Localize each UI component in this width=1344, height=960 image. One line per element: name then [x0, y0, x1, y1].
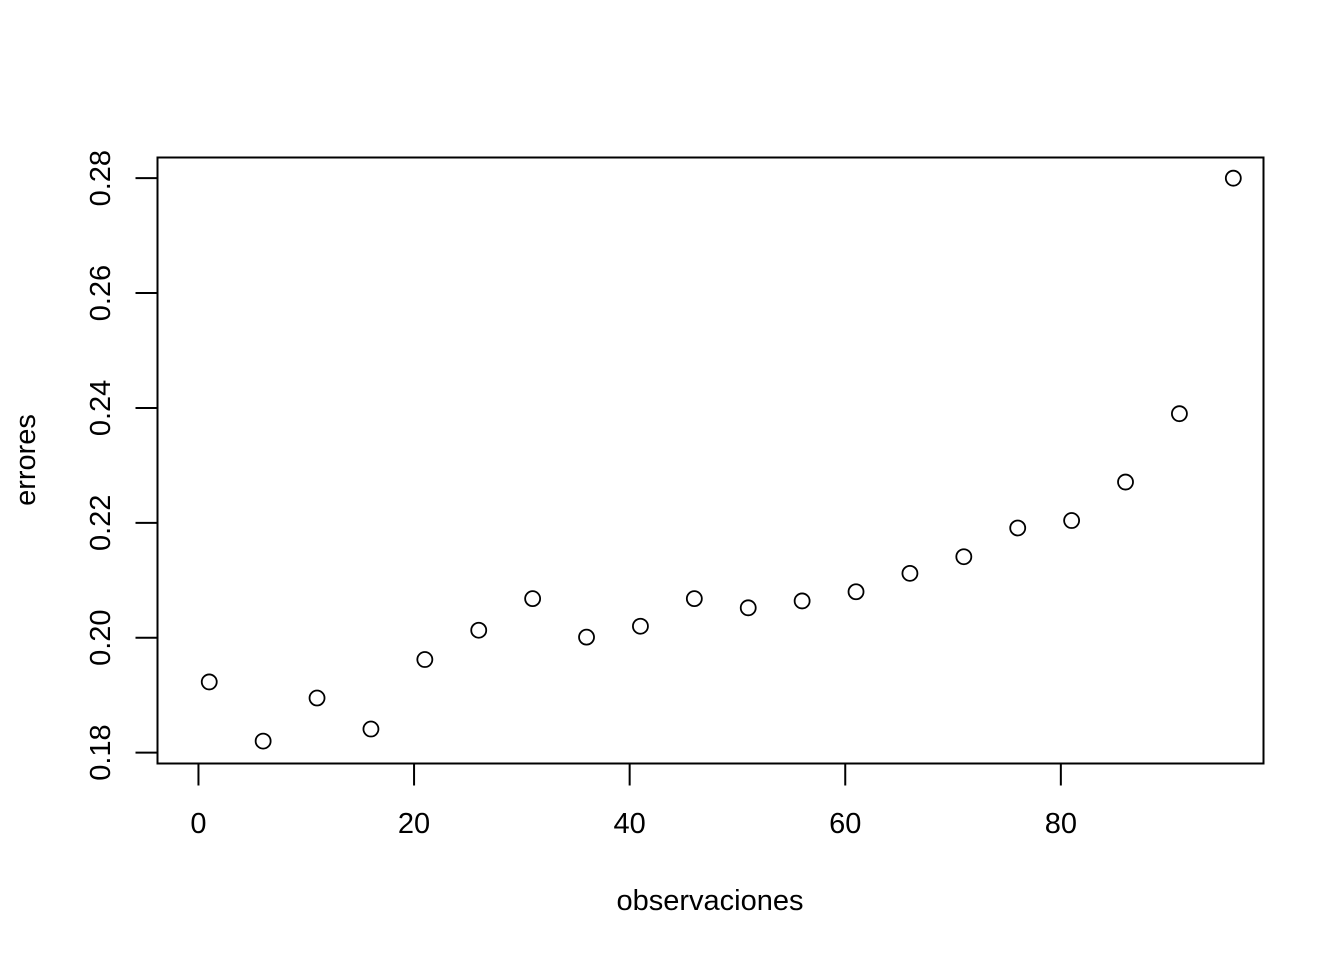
data-point [470, 621, 488, 639]
data-point [578, 628, 595, 646]
data-point [308, 689, 326, 707]
x-tick-label: 0 [190, 808, 206, 840]
data-point [847, 583, 865, 601]
data-point [632, 617, 649, 635]
y-tick-label: 0.20 [85, 609, 117, 665]
x-axis: 0 20 40 60 80 [190, 762, 1077, 840]
data-point [1224, 169, 1242, 187]
y-tick-label: 0.28 [85, 150, 117, 206]
data-point [1117, 473, 1134, 491]
y-tick-label: 0.22 [85, 495, 117, 551]
y-axis: 0.18 0.20 0.22 0.24 0.26 0.28 [85, 150, 159, 781]
x-axis-label: observaciones [617, 885, 804, 917]
data-point [793, 592, 811, 610]
y-tick-label: 0.24 [85, 380, 117, 436]
x-tick-label: 20 [398, 808, 430, 840]
x-tick-label: 40 [614, 808, 646, 840]
data-point [1063, 512, 1081, 529]
y-tick-label: 0.18 [85, 724, 117, 780]
data-point [1171, 405, 1188, 423]
x-tick-label: 60 [829, 808, 861, 840]
data-point [1009, 519, 1027, 537]
x-tick-label: 80 [1045, 808, 1077, 840]
data-point [739, 599, 757, 617]
data-point [524, 590, 542, 608]
plot-box [156, 156, 1265, 765]
data-point [254, 732, 272, 750]
data-points [200, 169, 1242, 750]
data-point [901, 564, 919, 582]
y-axis-label: errores [10, 414, 42, 506]
data-point [685, 590, 703, 608]
data-point [362, 720, 380, 738]
data-point [200, 673, 218, 691]
data-point [955, 548, 973, 566]
data-point [416, 651, 434, 668]
y-tick-label: 0.26 [85, 265, 117, 321]
